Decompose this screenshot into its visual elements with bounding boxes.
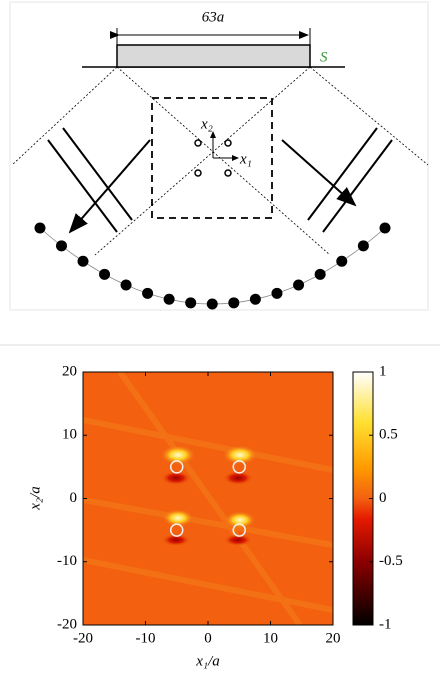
y-tick-label: -20 [57,616,77,632]
receiver [185,297,196,308]
x-tick-label: -10 [136,630,156,646]
receiver [78,256,89,267]
colorbar-tick-label: -0.5 [379,553,403,569]
y-tick-label: 10 [62,427,77,443]
figure: 63a S x₂ x₁ x₁/a x₂/a -20-1001020-20-100… [0,0,440,677]
colorbar-tick-label: 1 [379,363,387,379]
colorbar-tick-label: -1 [379,616,392,632]
colorbar-tick-label: 0.5 [379,427,398,443]
setup-diagram [12,28,428,310]
receiver [271,288,282,299]
receiver [315,269,326,280]
surface-label: S [320,49,328,65]
receiver [207,299,218,310]
receiver [99,269,110,280]
y-tick-label: 0 [70,490,78,506]
axis-label: x₂ [200,116,213,132]
receiver [56,240,67,251]
field-map [83,372,333,625]
array-arc [40,228,385,304]
axis-label: x₁ [239,151,252,167]
x-tick-label: 0 [204,630,212,646]
receiver [250,294,261,305]
x-tick-label: 20 [326,630,341,646]
receiver [293,280,304,291]
receiver [164,294,175,305]
x-axis-label: x₁/a [195,653,220,669]
y-axis-label: x₂/a [27,486,43,511]
receiver [358,240,369,251]
wavefronts [48,128,392,232]
receiver [35,223,46,234]
y-tick-label: -10 [57,553,77,569]
receiver [121,280,132,291]
receiver [142,288,153,299]
colorbar-tick-label: 0 [379,490,387,506]
x-tick-label: -20 [73,630,93,646]
receiver [380,223,391,234]
receiver [336,256,347,267]
width-label: 63a [202,9,225,25]
y-tick-label: 20 [62,363,77,379]
receiver [228,297,239,308]
source [117,45,310,67]
x-tick-label: 10 [263,630,278,646]
receiver-array [35,223,391,310]
